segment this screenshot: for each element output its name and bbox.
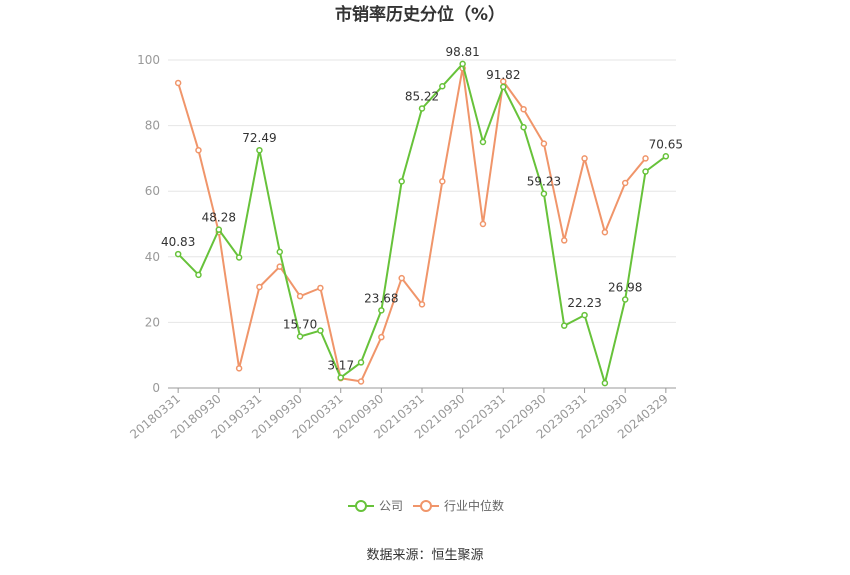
data-point: [662, 153, 670, 160]
data-label: 70.65: [649, 137, 683, 151]
chart-title: 市销率历史分位（%）: [335, 4, 505, 25]
y-tick-label: 80: [145, 119, 160, 133]
y-tick-label: 20: [145, 315, 160, 329]
data-point: [296, 292, 304, 300]
legend-label: 行业中位数: [444, 498, 504, 513]
series-行业中位数: [174, 64, 649, 385]
data-point: [459, 60, 466, 68]
data-point: [642, 168, 649, 175]
data-point: [540, 190, 548, 197]
data-point: [621, 296, 629, 303]
series-line: [177, 67, 647, 383]
data-point: [276, 263, 284, 270]
data-point: [195, 146, 202, 154]
legend[interactable]: 公司 行业中位数: [348, 498, 504, 513]
data-point: [357, 378, 365, 385]
data-label: 91.82: [486, 68, 520, 82]
data-point: [479, 138, 487, 146]
series-line: [177, 62, 667, 385]
data-point: [439, 178, 446, 185]
data-point: [195, 271, 202, 279]
data-point: [174, 79, 182, 87]
data-label: 48.28: [202, 211, 236, 225]
data-point: [317, 284, 324, 292]
data-label: 22.23: [567, 296, 601, 310]
data-point: [276, 248, 284, 256]
data-point: [235, 365, 243, 372]
data-point: [560, 322, 568, 329]
data-point: [296, 333, 304, 340]
source-note: 数据来源：恒生聚源: [366, 548, 483, 563]
data-point: [500, 83, 507, 91]
data-label: 15.70: [283, 318, 317, 332]
data-point: [378, 307, 385, 314]
data-label: 23.68: [364, 291, 398, 305]
data-label: 98.81: [445, 45, 479, 59]
y-tick-label: 100: [137, 53, 160, 67]
y-tick-label: 0: [152, 381, 160, 395]
data-point: [601, 379, 609, 387]
data-point: [256, 283, 263, 291]
data-label: 26.98: [608, 281, 642, 295]
data-point: [174, 250, 182, 258]
legend-item[interactable]: 公司: [348, 499, 403, 513]
legend-marker: [355, 500, 367, 512]
series-公司: 40.83 48.28 72.49 15.70 3.17 23.68 85.22 98.81 9…: [161, 45, 683, 387]
data-point: [215, 226, 223, 233]
data-point: [520, 105, 527, 113]
data-point: [418, 301, 426, 308]
data-point: [601, 228, 609, 236]
legend-marker: [420, 500, 432, 512]
x-axis: 2018033120180930201903312019093020200331…: [127, 387, 676, 442]
data-point: [540, 140, 548, 147]
data-point: [337, 374, 344, 381]
data-point: [581, 311, 588, 319]
data-point: [256, 146, 263, 154]
data-point: [317, 327, 324, 334]
legend-label: 公司: [379, 499, 403, 513]
data-label: 85.22: [405, 89, 439, 103]
series-group: 40.83 48.28 72.49 15.70 3.17 23.68 85.22 98.81 9…: [161, 45, 683, 387]
y-tick-label: 60: [145, 184, 160, 198]
data-label: 59.23: [527, 175, 561, 189]
data-point: [642, 155, 649, 162]
legend-item[interactable]: 行业中位数: [413, 498, 504, 513]
data-label: 72.49: [242, 131, 276, 145]
data-point: [418, 105, 426, 112]
data-point: [581, 155, 588, 162]
data-point: [378, 333, 385, 341]
data-point: [235, 254, 243, 261]
data-point: [520, 123, 527, 131]
data-point: [439, 82, 446, 90]
data-point: [560, 237, 568, 244]
y-axis: 0 20 40 60 80 100: [137, 53, 160, 395]
data-point: [398, 274, 405, 282]
data-point: [621, 179, 629, 187]
data-label: 3.17: [327, 359, 354, 373]
data-label: 40.83: [161, 235, 195, 249]
data-point: [398, 178, 405, 185]
y-tick-label: 40: [145, 250, 160, 264]
data-point: [357, 359, 365, 366]
data-point: [479, 220, 487, 228]
